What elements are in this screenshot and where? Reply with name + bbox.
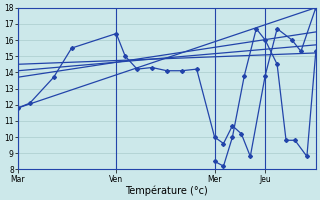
X-axis label: Température (°c): Température (°c) bbox=[125, 185, 208, 196]
